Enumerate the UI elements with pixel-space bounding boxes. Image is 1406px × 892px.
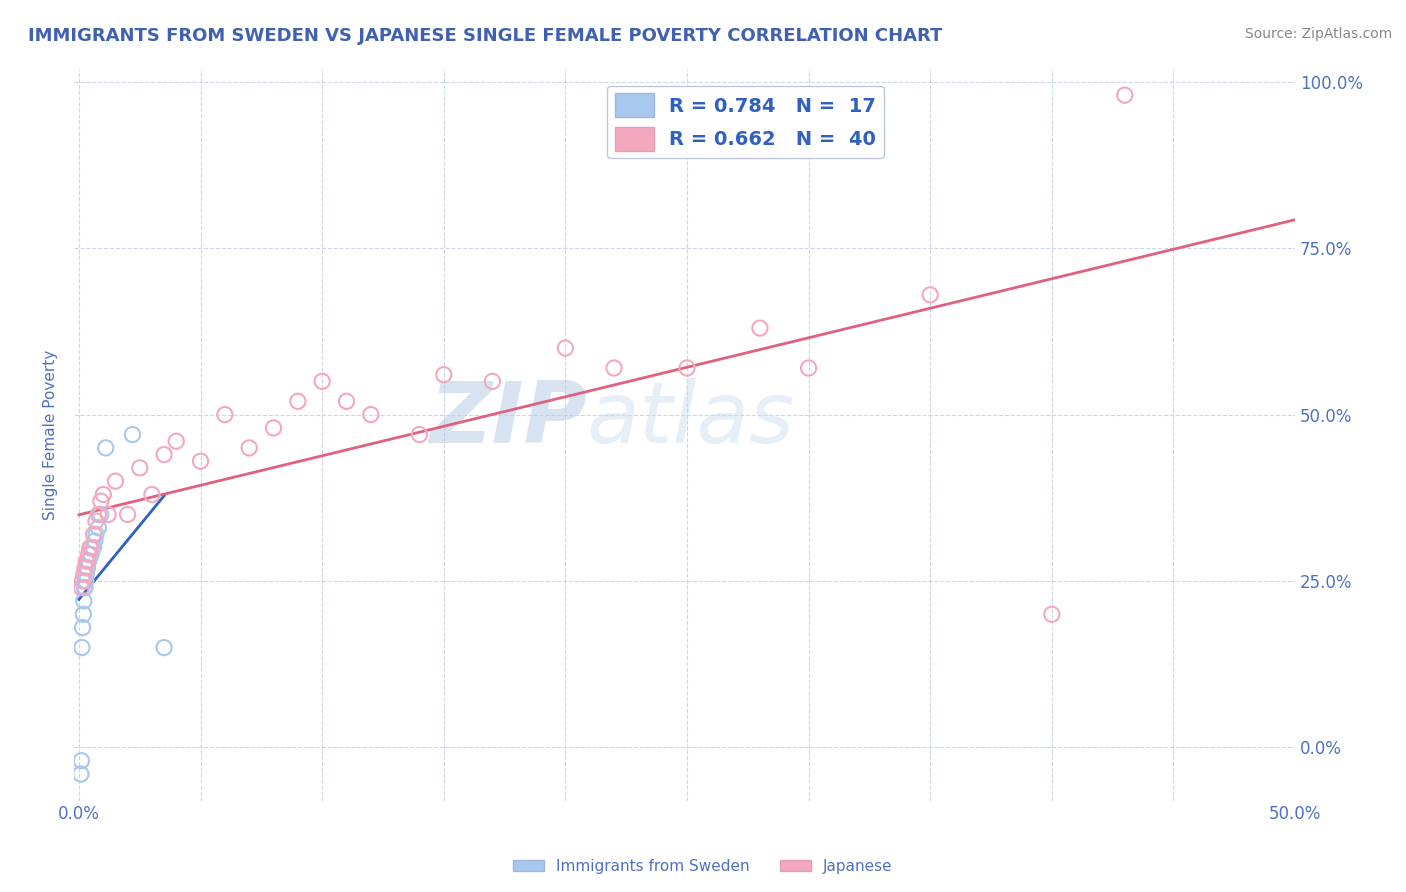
Point <box>73 560 96 574</box>
Point <box>75 554 97 568</box>
Point <box>79 541 101 555</box>
Point <box>104 474 127 488</box>
Point <box>83 541 105 555</box>
Point <box>214 408 236 422</box>
Point <box>73 581 96 595</box>
Point <box>70 581 93 595</box>
Text: Source: ZipAtlas.com: Source: ZipAtlas.com <box>1244 27 1392 41</box>
Point <box>238 441 260 455</box>
Point <box>408 427 430 442</box>
Point <box>75 567 97 582</box>
Point <box>165 434 187 449</box>
Point <box>70 767 93 781</box>
Point <box>83 534 105 549</box>
Point <box>80 547 103 561</box>
Point <box>77 547 100 561</box>
Point <box>87 508 110 522</box>
Point <box>920 287 942 301</box>
Point <box>797 361 820 376</box>
Point <box>70 640 93 655</box>
Point <box>77 554 100 568</box>
Point <box>94 441 117 455</box>
Point <box>90 508 112 522</box>
Point <box>73 567 96 582</box>
Point <box>554 341 576 355</box>
Point <box>84 527 107 541</box>
Text: IMMIGRANTS FROM SWEDEN VS JAPANESE SINGLE FEMALE POVERTY CORRELATION CHART: IMMIGRANTS FROM SWEDEN VS JAPANESE SINGL… <box>28 27 942 45</box>
Point <box>676 361 699 376</box>
Legend: R = 0.784   N =  17, R = 0.662   N =  40: R = 0.784 N = 17, R = 0.662 N = 40 <box>607 86 884 158</box>
Point <box>287 394 309 409</box>
Point <box>80 541 103 555</box>
Point <box>76 554 98 568</box>
Point <box>141 487 163 501</box>
Point <box>360 408 382 422</box>
Point <box>73 581 96 595</box>
Point <box>335 394 357 409</box>
Point <box>72 607 94 622</box>
Point <box>73 594 96 608</box>
Point <box>311 374 333 388</box>
Point <box>433 368 456 382</box>
Text: ZIP: ZIP <box>429 378 586 461</box>
Point <box>91 487 114 501</box>
Point <box>72 621 94 635</box>
Point <box>1040 607 1063 622</box>
Point <box>97 508 120 522</box>
Point <box>76 560 98 574</box>
Point <box>83 527 105 541</box>
Point <box>153 640 176 655</box>
Point <box>263 421 285 435</box>
Point <box>128 460 150 475</box>
Point <box>481 374 503 388</box>
Point <box>87 521 110 535</box>
Point <box>84 514 107 528</box>
Point <box>72 574 94 588</box>
Point <box>153 448 176 462</box>
Point <box>749 321 772 335</box>
Legend: Immigrants from Sweden, Japanese: Immigrants from Sweden, Japanese <box>508 853 898 880</box>
Point <box>76 560 98 574</box>
Point <box>1114 88 1136 103</box>
Point <box>117 508 139 522</box>
Point <box>603 361 626 376</box>
Text: atlas: atlas <box>586 378 794 461</box>
Y-axis label: Single Female Poverty: Single Female Poverty <box>44 350 58 520</box>
Point <box>77 554 100 568</box>
Point <box>121 427 143 442</box>
Point <box>70 754 93 768</box>
Point <box>75 574 97 588</box>
Point <box>90 494 112 508</box>
Point <box>190 454 212 468</box>
